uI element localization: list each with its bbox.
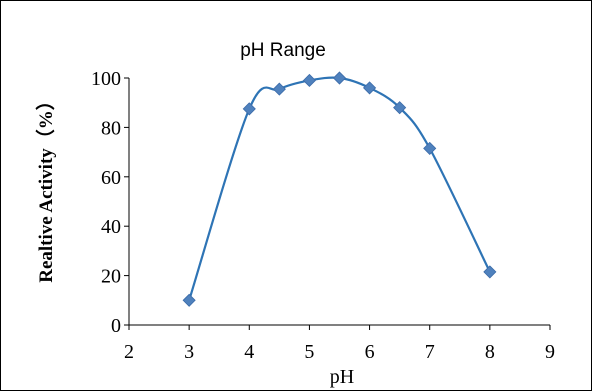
x-tick-label: 4 [244,341,254,363]
data-point-marker [483,265,497,279]
x-axis-label: pH [330,366,354,388]
x-tick-label: 3 [184,341,194,363]
data-point-marker [393,101,407,115]
series-line [188,76,491,301]
y-tick-label: 0 [111,315,121,337]
y-tick-label: 100 [91,68,121,90]
x-tick-label: 5 [304,341,314,363]
x-tick-label: 8 [485,341,495,363]
data-point-marker [363,81,377,95]
data-point-marker [332,71,347,85]
axes [128,78,550,326]
tick-group: 0 20 40 60 80 100 2 3 4 5 6 7 8 9 [91,68,555,363]
y-tick-label: 20 [101,266,121,288]
data-point-marker [272,82,286,96]
data-point-marker [423,141,437,155]
data-point-marker [182,293,196,307]
y-tick-label: 40 [101,216,121,238]
x-tick-label: 7 [425,341,435,363]
x-tick-label: 6 [365,341,375,363]
series-group [182,71,497,307]
y-axis-label: Realtive Activity（%） [34,91,57,283]
chart-title: pH Range [240,40,326,61]
x-tick-label: 9 [545,341,555,363]
y-tick-label: 60 [101,167,121,189]
y-tick-label: 80 [101,117,121,139]
x-tick-label: 2 [124,341,134,363]
data-point-marker [302,73,316,88]
data-point-marker [242,102,256,116]
